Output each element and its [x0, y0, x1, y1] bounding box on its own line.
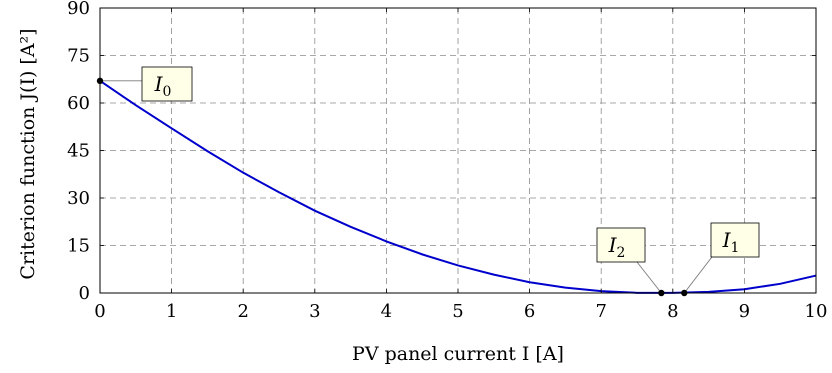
x-tick-label: 7 [595, 301, 606, 322]
y-axis-label: Criterion function J(I) [A²] [17, 28, 39, 279]
x-tick-label: 3 [309, 301, 320, 322]
annotation-point [681, 289, 688, 297]
annotation-I1: I1 [681, 222, 760, 297]
annotation-point [658, 289, 665, 297]
annotation-point [96, 77, 104, 85]
annotation-I2: I2 [596, 227, 665, 297]
annotation-box [710, 222, 760, 258]
x-tick-label: 8 [667, 301, 678, 322]
x-tick-label: 6 [524, 301, 535, 322]
x-tick-label: 10 [805, 301, 828, 322]
y-tick-label: 75 [67, 46, 90, 67]
y-tick-label: 15 [67, 236, 90, 257]
annotation-I0: I0 [96, 66, 193, 102]
x-tick-label: 0 [94, 301, 105, 322]
x-tick-label: 5 [452, 301, 463, 322]
data-series-line [99, 80, 817, 294]
x-tick-label: 4 [381, 301, 392, 322]
y-tick-label: 90 [67, 0, 90, 19]
y-tick-label: 60 [67, 93, 90, 114]
x-tick-label: 9 [739, 301, 750, 322]
annotation-leader-line [636, 261, 662, 294]
x-tick-label: 1 [166, 301, 177, 322]
annotation-leader-line [683, 252, 716, 294]
annotation-box [596, 227, 646, 263]
y-tick-label: 0 [79, 283, 90, 304]
y-tick-label: 30 [67, 188, 90, 209]
curve-layer [99, 80, 817, 294]
x-tick-label: 2 [237, 301, 248, 322]
y-tick-label: 45 [67, 141, 90, 162]
x-axis-label: PV panel current I [A] [352, 343, 564, 365]
annotation-box [141, 66, 193, 102]
